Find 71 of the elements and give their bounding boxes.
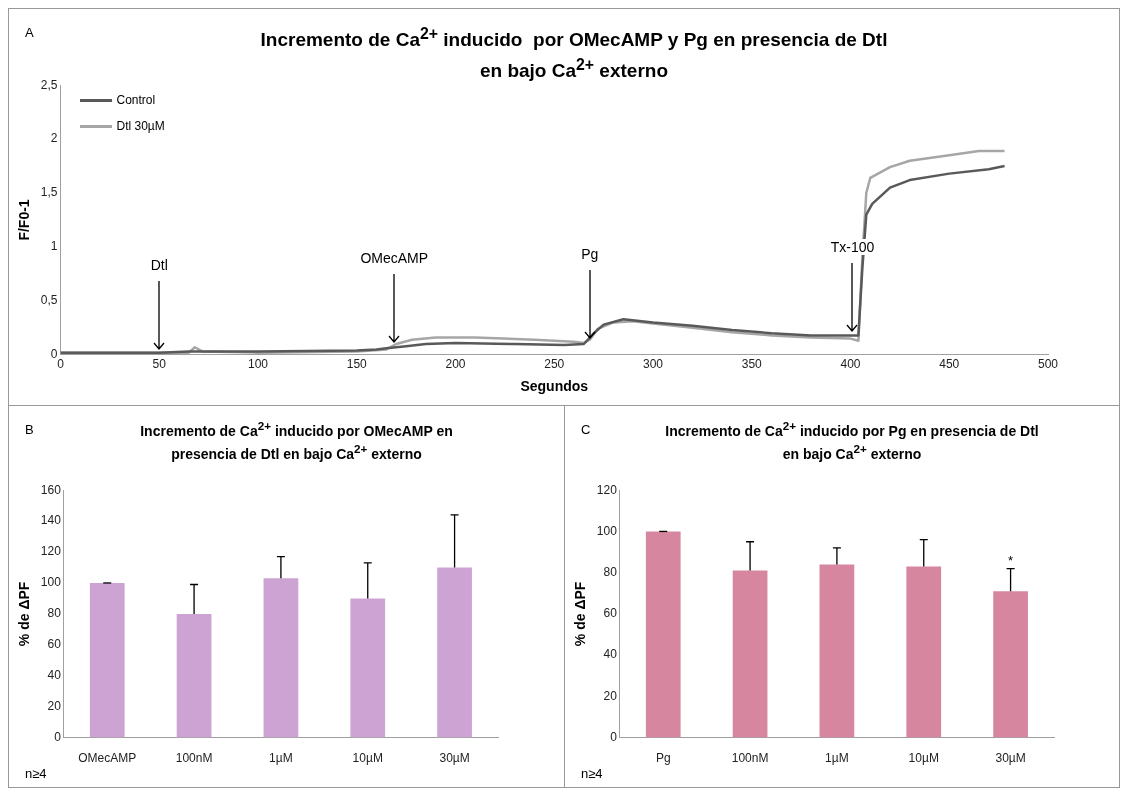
bar — [819, 564, 855, 738]
text: C — [581, 422, 591, 437]
bar — [263, 578, 299, 738]
y-tick-label: 80 — [603, 564, 618, 579]
bar — [993, 591, 1028, 738]
y-tick-label: 100 — [40, 575, 62, 590]
y-axis-title: F/F0-1 — [16, 199, 33, 241]
y-tick-label: 80 — [47, 606, 62, 621]
text: n≥4 — [25, 766, 47, 781]
x-tick-label: 10µM — [908, 751, 939, 766]
x-tick-label: 30µM — [995, 751, 1026, 766]
bar — [176, 613, 212, 738]
x-tick-label: 250 — [544, 357, 565, 372]
chart-title: Incremento de Ca$^{2+}$ inducido por OMecAMP en presencia de Dtl en bajo Ca$^{2+}$ externo — [139, 418, 454, 464]
y-tick-label: 1 — [50, 239, 58, 254]
text: A — [25, 25, 34, 40]
y-tick-label: 20 — [603, 688, 618, 703]
x-tick-label: 50 — [152, 357, 167, 372]
bar — [437, 567, 472, 738]
bar — [89, 582, 125, 738]
x-tick-label: 300 — [642, 357, 664, 372]
y-tick-label: 40 — [47, 668, 62, 683]
x-tick-label: 450 — [939, 357, 960, 372]
y-tick-label: 2,5 — [40, 77, 58, 92]
x-tick-label: 150 — [346, 357, 368, 372]
x-tick-label: 100nM — [175, 751, 213, 766]
bar — [645, 531, 681, 738]
x-tick-label: 500 — [1037, 357, 1059, 372]
y-tick-label: 60 — [603, 606, 618, 621]
y-tick-label: 120 — [40, 544, 62, 559]
y-tick-label: 0 — [610, 729, 618, 744]
x-tick-label: 100nM — [731, 751, 769, 766]
x-tick-label: 100 — [247, 357, 269, 372]
y-tick-label: 140 — [40, 513, 62, 528]
x-tick-label: 400 — [840, 357, 861, 372]
x-tick-label: Pg — [655, 751, 671, 766]
x-tick-label: 10µM — [352, 751, 383, 766]
x-tick-label: 1µM — [269, 751, 293, 766]
legend-label: Dtl 30µM — [116, 119, 165, 134]
y-tick-label: 160 — [40, 482, 62, 497]
y-tick-label: 2 — [50, 131, 58, 146]
bar — [906, 566, 942, 738]
chart-title: Incremento de Ca$^{2+}$ inducido por Pg en presencia de Dtl en bajo Ca$^{2+}$ externo — [664, 418, 1040, 464]
x-tick-label: 200 — [445, 357, 466, 372]
y-tick-label: 1,5 — [40, 185, 58, 200]
annotation: * — [1007, 552, 1015, 569]
x-tick-label: 350 — [741, 357, 763, 372]
y-axis-title: % de ΔPF — [16, 581, 33, 647]
text: n≥4 — [581, 766, 603, 781]
x-tick-label: OMecAMP — [78, 751, 137, 766]
y-tick-label: 100 — [596, 523, 618, 538]
y-tick-label: 40 — [603, 647, 618, 662]
legend-label: Control — [116, 93, 156, 108]
bar — [350, 598, 386, 738]
annotation: Pg — [579, 245, 601, 262]
annotation: Dtl — [148, 256, 170, 273]
y-tick-label: 120 — [596, 482, 618, 497]
annotation: OMecAMP — [358, 250, 431, 267]
bar — [732, 570, 768, 738]
text: B — [25, 422, 34, 437]
y-tick-label: 0 — [54, 729, 62, 744]
y-tick-label: 0,5 — [40, 293, 58, 308]
y-tick-label: 20 — [47, 698, 62, 713]
y-axis-title: % de ΔPF — [572, 581, 589, 647]
chart-title: Incremento de Ca$^{2+}$ inducido por OMecAMP y Pg en presencia de Dtl en bajo Ca$^{2+}$ externo — [260, 25, 888, 82]
y-tick-label: 60 — [47, 637, 62, 652]
y-tick-label: 0 — [50, 347, 58, 362]
x-axis-title: Segundos — [520, 378, 589, 395]
x-tick-label: 30µM — [439, 751, 470, 766]
x-tick-label: 1µM — [825, 751, 849, 766]
annotation: Tx-100 — [828, 239, 877, 256]
